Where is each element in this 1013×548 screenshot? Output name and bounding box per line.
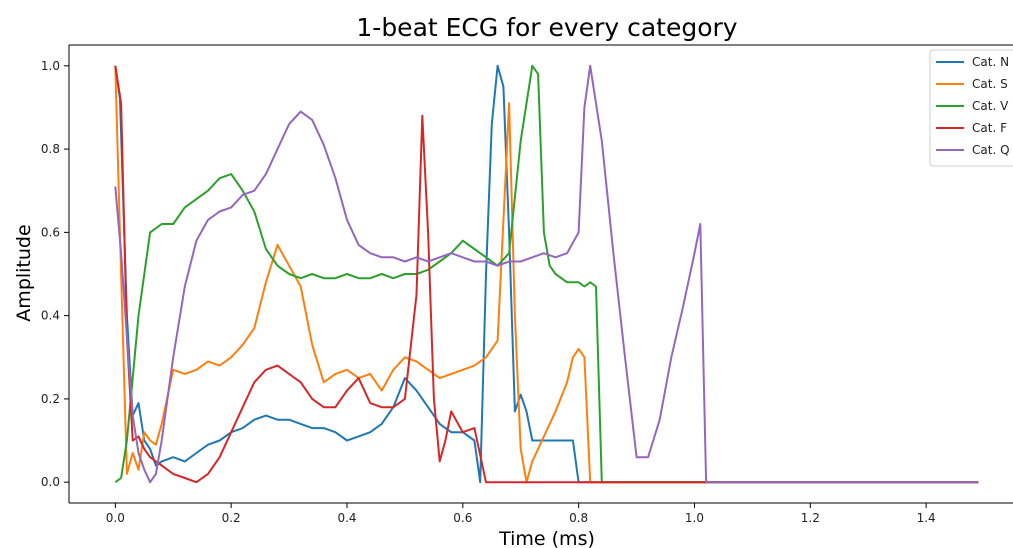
x-tick-label: 0.2 [222, 511, 241, 525]
axes-frame [68, 44, 1013, 504]
y-tick-label: 0.4 [41, 309, 60, 323]
y-tick-label: 0.6 [41, 225, 60, 239]
series-line-cat-n [114, 64, 979, 484]
x-tick-label: 0.6 [453, 511, 472, 525]
chart-legend: Cat. N Cat. S Cat. V Cat. F Cat. Q [929, 49, 1013, 167]
x-tick-label: 0.0 [106, 511, 125, 525]
y-tick-label: 0.8 [41, 142, 60, 156]
plot-area [114, 64, 979, 484]
legend-label: Cat. V [972, 99, 1009, 113]
chart-title: 1-beat ECG for every category [356, 13, 737, 42]
series-line-cat-q [114, 64, 979, 484]
y-tick-label: 1.0 [41, 59, 60, 73]
y-tick-label: 0.2 [41, 392, 60, 406]
x-axis-ticks: 0.0 0.2 0.4 0.6 0.8 1.0 1.2 1.4 [106, 503, 936, 525]
legend-label: Cat. N [972, 55, 1009, 69]
x-tick-label: 1.4 [917, 511, 936, 525]
legend-label: Cat. F [972, 121, 1007, 135]
x-tick-label: 0.4 [337, 511, 356, 525]
x-tick-label: 1.2 [801, 511, 820, 525]
x-tick-label: 0.8 [569, 511, 588, 525]
legend-label: Cat. Q [972, 143, 1010, 157]
y-tick-label: 0.0 [41, 475, 60, 489]
y-axis-ticks: 0.0 0.2 0.4 0.6 0.8 1.0 [41, 59, 69, 489]
x-axis-title: Time (ms) [498, 528, 595, 548]
legend-box [929, 49, 1013, 167]
legend-label: Cat. S [972, 77, 1008, 91]
y-axis-title: Amplitude [13, 224, 35, 321]
series-line-cat-v [114, 64, 979, 484]
x-tick-label: 1.0 [685, 511, 704, 525]
series-line-cat-f [114, 65, 979, 484]
